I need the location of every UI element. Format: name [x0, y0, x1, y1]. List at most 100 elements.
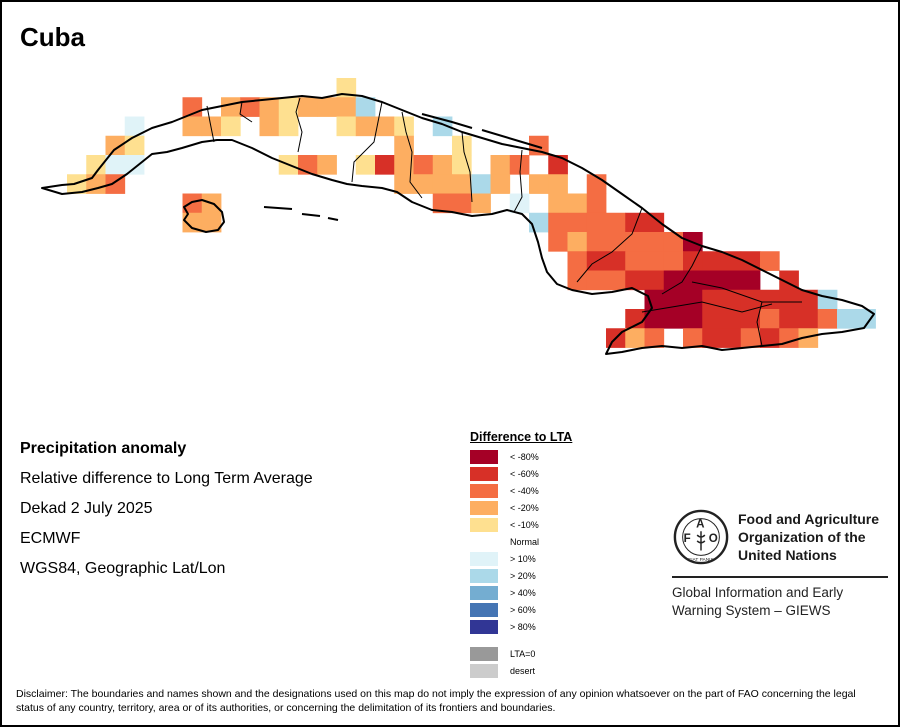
grid-cell	[182, 212, 203, 233]
legend-item: < -80%	[470, 448, 572, 465]
boundary-line	[661, 245, 703, 295]
logo-letter-a: A	[696, 517, 705, 530]
system-line-2: Warning System – GIEWS	[672, 603, 831, 618]
grid-cell	[548, 232, 568, 252]
grid-cell	[124, 116, 145, 137]
grid-cell	[606, 212, 626, 233]
legend-swatch	[470, 585, 498, 600]
boundary-line	[641, 301, 773, 313]
org-name-line-2: Organization of the	[738, 529, 866, 545]
grid-cell	[683, 270, 703, 291]
projection-label: WGS84, Geographic Lat/Lon	[20, 560, 226, 577]
grid-cell	[779, 309, 799, 329]
grid-cell	[663, 289, 684, 310]
boundary-line	[206, 105, 215, 143]
legend-item: > 80%	[470, 618, 572, 635]
legend-swatch	[470, 534, 498, 549]
legend-swatch	[470, 483, 498, 498]
logo-letter-o: O	[709, 532, 718, 545]
fao-branding: F A O FIAT PANIS Food and Agriculture Or…	[672, 508, 890, 620]
grid-cell	[663, 309, 684, 329]
grid-cell	[721, 270, 742, 291]
grid-cell	[644, 270, 665, 291]
grid-cell	[586, 270, 607, 291]
boundary-line	[513, 149, 523, 213]
legend-extra: LTA=0 desert	[470, 645, 572, 679]
grid-cell	[644, 251, 665, 271]
grid-cell	[432, 174, 453, 194]
grid-cell	[721, 328, 742, 348]
legend-item: > 60%	[470, 601, 572, 618]
grid-cell	[760, 328, 780, 348]
grid-cell	[760, 309, 780, 329]
grid-cell	[721, 309, 742, 329]
boundary-line	[295, 97, 303, 153]
northern-keys-outline	[421, 113, 543, 149]
grid-cell	[548, 212, 568, 233]
legend-item: LTA=0	[470, 645, 572, 662]
grid-cell	[394, 135, 414, 156]
grid-cell	[740, 328, 761, 348]
grid-cell	[702, 251, 722, 271]
legend-item: desert	[470, 662, 572, 679]
grid-cell	[817, 289, 838, 310]
grid-cell	[567, 232, 588, 252]
grid-cell	[355, 116, 376, 137]
grid-cell	[567, 251, 588, 271]
grid-cell	[86, 155, 106, 175]
grid-cell	[490, 174, 511, 194]
legend-label: > 60%	[510, 604, 536, 615]
product-name: Precipitation anomaly	[20, 440, 187, 457]
grid-cell	[798, 328, 819, 348]
legend-label: > 80%	[510, 621, 536, 632]
legend-swatch	[470, 602, 498, 617]
grid-cell	[413, 174, 434, 194]
grid-cell	[394, 174, 414, 194]
grid-cell	[394, 155, 414, 175]
disclaimer: Disclaimer: The boundaries and names sho…	[16, 688, 856, 714]
legend-label: < -60%	[510, 468, 539, 479]
grid-cell	[452, 135, 472, 156]
grid-cell	[452, 174, 472, 194]
grid-cell	[702, 328, 722, 348]
grid-cell	[606, 232, 626, 252]
grid-cell	[683, 251, 703, 271]
grid-cell	[452, 155, 472, 175]
anomaly-grid	[67, 78, 876, 348]
isla-juventud-outline	[183, 199, 225, 233]
legend-item: < -40%	[470, 482, 572, 499]
legend-label: < -40%	[510, 485, 539, 496]
grid-cell	[336, 78, 357, 98]
legend-swatch	[470, 466, 498, 481]
grid-cell	[509, 193, 530, 214]
boundary-line	[461, 131, 473, 203]
grid-cell	[567, 193, 588, 214]
org-name-line-1: Food and Agriculture	[738, 511, 880, 527]
grid-cell	[471, 174, 491, 194]
grid-cell	[740, 270, 761, 291]
map-info: Precipitation anomaly Relative differenc…	[20, 434, 313, 584]
legend-label: > 40%	[510, 587, 536, 598]
grid-cell	[509, 155, 530, 175]
grid-cell	[471, 193, 491, 214]
legend-swatch	[470, 663, 498, 678]
legend-swatch	[470, 551, 498, 566]
product-description: Relative difference to Long Term Average	[20, 470, 313, 487]
grid-cell	[394, 116, 414, 137]
system-name: Global Information and Early Warning Sys…	[672, 584, 890, 620]
grid-cell	[702, 309, 722, 329]
grid-cell	[625, 232, 645, 252]
province-boundaries	[206, 97, 802, 347]
legend-swatch	[470, 646, 498, 661]
grid-cell	[548, 155, 568, 175]
grid-cell	[644, 212, 665, 233]
grid-cell	[740, 289, 761, 310]
grid-cell	[529, 174, 549, 194]
legend-swatch	[470, 619, 498, 634]
legend-swatch	[470, 449, 498, 464]
grid-cell	[625, 328, 645, 348]
grid-cell	[798, 309, 819, 329]
legend-label: desert	[510, 665, 536, 676]
grid-cell	[798, 289, 819, 310]
